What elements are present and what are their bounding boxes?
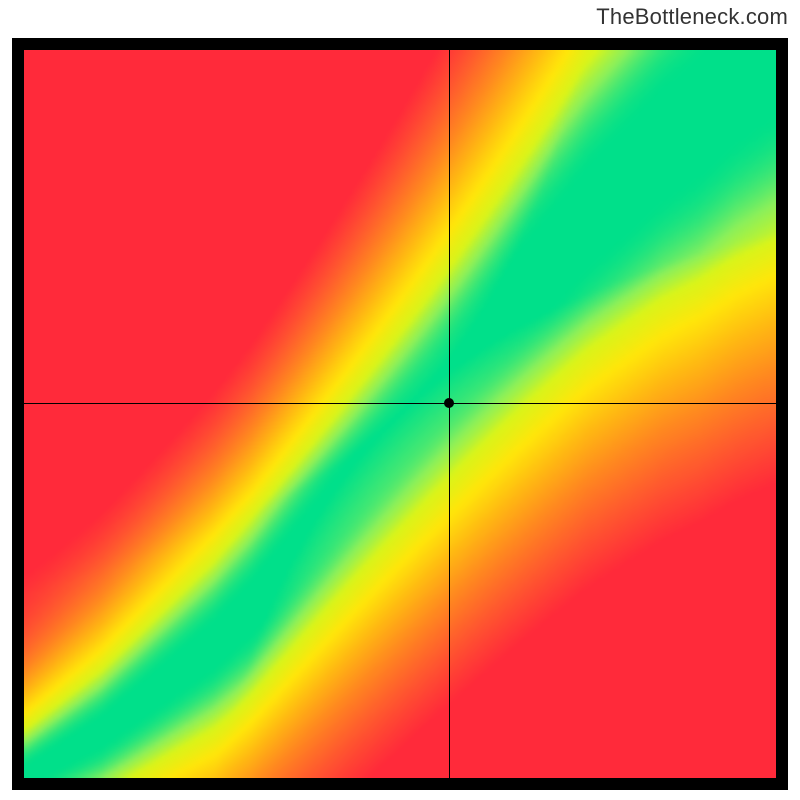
heatmap-canvas <box>24 50 776 778</box>
crosshair-horizontal <box>24 403 776 404</box>
heatmap-plot-area <box>24 50 776 778</box>
attribution-text: TheBottleneck.com <box>596 4 788 30</box>
crosshair-vertical <box>449 50 450 778</box>
chart-frame <box>12 38 788 790</box>
selected-point-marker <box>444 398 454 408</box>
